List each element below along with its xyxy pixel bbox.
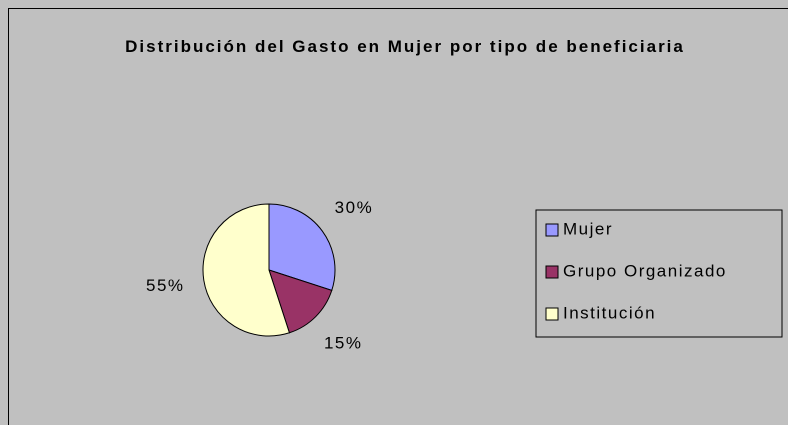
pie-slice — [202, 203, 291, 337]
chart-title: Distribución del Gasto en Mujer por tipo… — [125, 37, 685, 56]
legend-label: Mujer — [563, 219, 613, 238]
pie-slice — [268, 203, 336, 292]
legend-label: Institución — [563, 303, 656, 322]
data-label: 55% — [146, 276, 185, 295]
data-label: 30% — [335, 198, 374, 217]
chart-area — [8, 8, 788, 425]
legend-swatch — [545, 307, 559, 321]
legend-box — [535, 209, 783, 338]
legend-swatch — [545, 265, 559, 279]
legend-swatch — [545, 223, 559, 237]
legend-label: Grupo Organizado — [563, 261, 727, 280]
data-label: 15% — [324, 334, 363, 353]
